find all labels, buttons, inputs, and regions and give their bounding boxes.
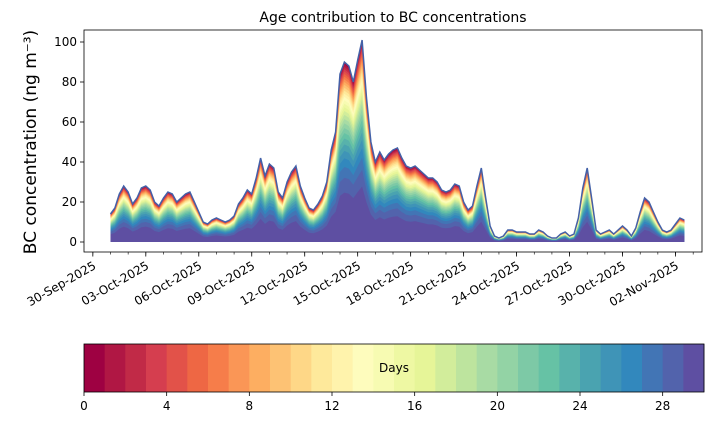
colorbar-segment — [559, 344, 581, 392]
colorbar-tick-label: 24 — [572, 399, 587, 413]
colorbar-segment — [84, 344, 106, 392]
total-concentration-line — [109, 39, 685, 239]
y-tick-label: 40 — [62, 155, 77, 169]
y-axis: 0 20 40 60 80 100 — [54, 35, 84, 249]
colorbar-tick-label: 20 — [490, 399, 505, 413]
y-tick-label: 20 — [62, 195, 77, 209]
colorbar-segment — [270, 344, 292, 392]
colorbar-segment — [580, 344, 602, 392]
colorbar-segment — [208, 344, 230, 392]
age-band-28 — [110, 169, 685, 242]
colorbar-segment — [456, 344, 478, 392]
age-band-29 — [110, 186, 685, 242]
colorbar-tick-label: 0 — [80, 399, 88, 413]
colorbar-segment — [373, 344, 395, 392]
colorbar-tick-label: 8 — [246, 399, 254, 413]
colorbar-segment — [600, 344, 622, 392]
colorbar-segment — [125, 344, 147, 392]
colorbar-segment — [476, 344, 498, 392]
y-axis-label: BC concentration (ng m⁻³) — [21, 30, 41, 254]
colorbar-segment — [683, 344, 705, 392]
colorbar-segment — [166, 344, 188, 392]
colorbar-segment — [332, 344, 354, 392]
y-tick-label: 0 — [69, 235, 77, 249]
colorbar-segment — [518, 344, 540, 392]
age-band-26 — [110, 148, 685, 242]
colorbar-segment — [497, 344, 519, 392]
age-band-27 — [110, 157, 685, 242]
colorbar-segment — [662, 344, 684, 392]
colorbar-segment — [146, 344, 168, 392]
colorbar-segment — [621, 344, 643, 392]
colorbar-segment — [311, 344, 333, 392]
colorbar-frame — [83, 343, 705, 393]
colorbar-segment — [435, 344, 457, 392]
colorbar-segment — [104, 344, 126, 392]
colorbar-label: Days — [379, 361, 409, 375]
colorbar-segment — [394, 344, 416, 392]
colorbar-segment — [414, 344, 436, 392]
chart-title: Age contribution to BC concentrations — [259, 10, 526, 26]
colorbar-tick-label: 4 — [163, 399, 171, 413]
y-tick-label: 60 — [62, 115, 77, 129]
age-stack-areas — [109, 39, 685, 243]
x-axis: 30-Sep-202503-Oct-202506-Oct-202509-Oct-… — [25, 252, 694, 309]
colorbar: 0 4 8 12 16 20 24 28 — [80, 343, 705, 413]
colorbar-segment — [538, 344, 560, 392]
colorbar-tick-label: 12 — [324, 399, 339, 413]
colorbar-segment — [290, 344, 312, 392]
y-tick-label: 100 — [54, 35, 77, 49]
colorbar-segment — [352, 344, 374, 392]
colorbar-segment — [642, 344, 664, 392]
colorbar-segment — [228, 344, 250, 392]
plot-frame — [83, 29, 703, 253]
y-tick-label: 80 — [62, 75, 77, 89]
colorbar-tick-label: 28 — [655, 399, 670, 413]
colorbar-segment — [249, 344, 271, 392]
colorbar-segment — [187, 344, 209, 392]
colorbar-tick-label: 16 — [407, 399, 422, 413]
